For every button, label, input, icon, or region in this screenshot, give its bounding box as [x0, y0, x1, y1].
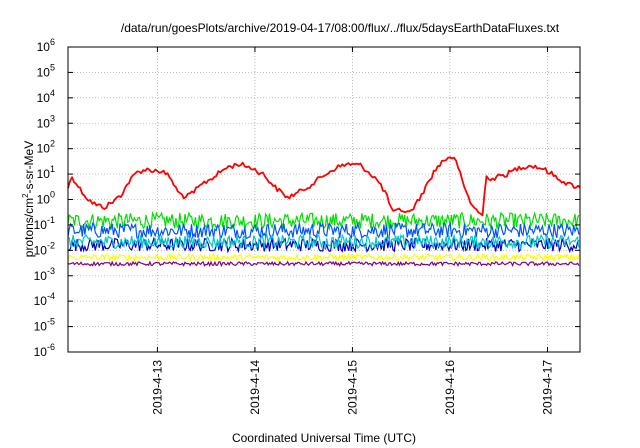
y-axis-label: protons/cm2-s-sr-MeV [21, 141, 36, 257]
y-tick-label: 106 [37, 37, 55, 54]
x-tick-label: 2019-4-16 [443, 360, 457, 415]
y-axis: 10-6 10-5 10-4 10-3 10-2 10-1 100 101 102 103 104 1… [34, 37, 580, 359]
chart-title: /data/run/goesPlots/archive/2019-04-17/0… [121, 21, 560, 35]
y-tick-label: 10-6 [34, 342, 55, 359]
y-tick-label: 105 [37, 62, 55, 79]
y-tick-label: 104 [37, 88, 55, 105]
band-series-6 [67, 260, 580, 268]
line-series-0 [67, 156, 581, 217]
y-tick-label: 10-1 [34, 215, 55, 232]
x-axis: 2019-4-13 2019-4-14 2019-4-15 2019-4-16 2019… [150, 47, 554, 415]
y-tick-label: 101 [37, 164, 55, 181]
grid [68, 46, 580, 353]
y-tick-label: 10-3 [34, 266, 55, 283]
band-series-5 [67, 252, 580, 263]
y-tick-label: 100 [37, 190, 55, 207]
plot-frame [67, 46, 581, 353]
x-axis-label: Coordinated Universal Time (UTC) [232, 431, 416, 445]
y-tick-label: 10-2 [34, 240, 55, 257]
band-series-2 [67, 221, 580, 241]
y-tick-label: 10-4 [34, 291, 55, 308]
data-lines [67, 156, 581, 217]
low-energy-bands [67, 210, 580, 268]
x-tick-label: 2019-4-17 [540, 360, 554, 415]
y-tick-label: 10-5 [34, 317, 55, 334]
x-tick-label: 2019-4-15 [345, 360, 359, 415]
band-series-3 [67, 236, 580, 254]
x-tick-label: 2019-4-13 [150, 360, 164, 415]
y-tick-label: 102 [37, 139, 55, 156]
y-tick-label: 103 [37, 113, 55, 130]
band-series-4 [67, 233, 580, 251]
x-tick-label: 2019-4-14 [248, 360, 262, 415]
